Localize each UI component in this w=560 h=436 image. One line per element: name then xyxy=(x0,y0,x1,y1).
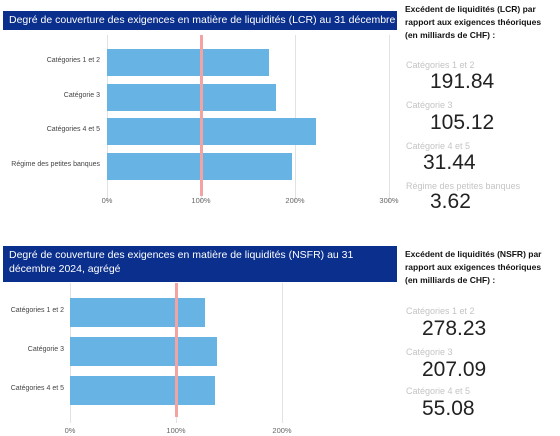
lcr-surplus-title: Excédent de liquidités (LCR) par rapport… xyxy=(405,4,542,40)
lcr-kpi-label: Catégorie 4 et 5 xyxy=(406,141,471,151)
bar xyxy=(70,336,218,366)
x-tick-label: 200% xyxy=(272,426,292,435)
gridline xyxy=(282,283,283,423)
bar xyxy=(107,83,277,111)
category-label: Catégories 1 et 2 xyxy=(46,57,100,64)
lcr-panel: Degré de couverture des exigences en mat… xyxy=(0,0,560,215)
nsfr-kpi-label: Catégorie 3 xyxy=(406,347,453,357)
lcr-kpi-value: 3.62 xyxy=(430,190,471,213)
x-tick-label: 0% xyxy=(101,196,113,205)
nsfr-kpi-label: Catégories 1 et 2 xyxy=(406,306,475,316)
category-label: Catégories 4 et 5 xyxy=(10,385,64,392)
bar xyxy=(70,297,205,327)
gridline xyxy=(389,35,390,202)
lcr-kpi-value: 31.44 xyxy=(423,151,476,174)
x-tick-label: 100% xyxy=(166,426,186,435)
lcr-chart-title: Degré de couverture des exigences en mat… xyxy=(3,11,397,30)
bar xyxy=(107,117,316,145)
lcr-kpi-value: 105.12 xyxy=(430,111,495,134)
lcr-kpi-label: Catégories 1 et 2 xyxy=(406,60,475,70)
bar xyxy=(107,152,293,180)
nsfr-kpi-value: 278.23 xyxy=(422,317,487,340)
reference-line-100 xyxy=(200,35,203,196)
lcr-kpi-value: 191.84 xyxy=(430,70,495,93)
x-tick-label: 200% xyxy=(285,196,305,205)
x-tick-label: 100% xyxy=(191,196,211,205)
reference-line-100 xyxy=(175,283,178,417)
lcr-kpi-label: Régime des petites banques xyxy=(406,181,521,191)
category-label: Catégories 4 et 5 xyxy=(46,126,100,133)
nsfr-panel: Degré de couverture des exigences en mat… xyxy=(0,243,560,436)
nsfr-surplus-title: Excédent de liquidités (NSFR) par rappor… xyxy=(405,249,542,285)
nsfr-kpi-value: 55.08 xyxy=(422,397,475,420)
nsfr-kpi-value: 207.09 xyxy=(422,358,487,381)
category-label: Catégorie 3 xyxy=(63,92,100,99)
nsfr-chart-title: Degré de couverture des exigences en mat… xyxy=(3,246,397,282)
nsfr-kpi-label: Catégorie 4 et 5 xyxy=(406,386,471,396)
x-tick-label: 0% xyxy=(64,426,76,435)
category-label: Régime des petites banques xyxy=(11,161,100,168)
bar xyxy=(70,375,216,405)
bar xyxy=(107,48,269,76)
category-label: Catégories 1 et 2 xyxy=(10,307,64,314)
category-label: Catégorie 3 xyxy=(27,346,64,353)
x-tick-label: 300% xyxy=(379,196,399,205)
lcr-kpi-label: Catégorie 3 xyxy=(406,100,453,110)
